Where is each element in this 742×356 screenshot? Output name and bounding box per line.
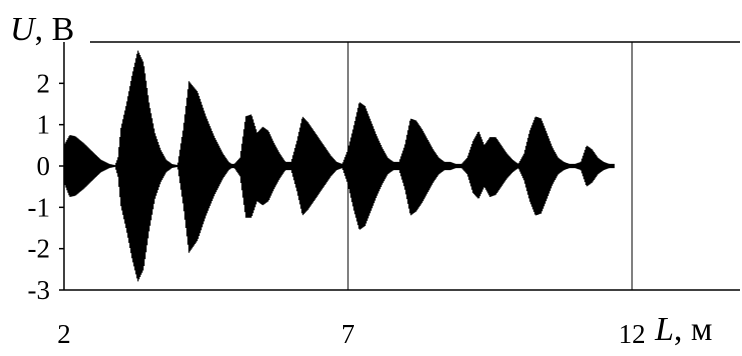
x-axis-label: L, м bbox=[654, 311, 712, 348]
y-tick-label: 0 bbox=[37, 151, 51, 181]
axes bbox=[59, 41, 740, 291]
y-tick-label: -2 bbox=[28, 234, 51, 264]
y-axis-label: U, В bbox=[10, 11, 74, 48]
x-axis-symbol: L bbox=[654, 311, 674, 348]
y-tick-label: -3 bbox=[28, 275, 51, 305]
x-tick-label: 2 bbox=[57, 319, 71, 349]
x-tick-label: 7 bbox=[341, 319, 355, 349]
x-tick-label: 12 bbox=[619, 319, 646, 349]
axis-labels: U, В L, м bbox=[10, 11, 712, 348]
tick-labels: 210-1-2-32 7 12 bbox=[28, 68, 646, 349]
y-tick-label: -1 bbox=[28, 192, 51, 222]
y-axis-symbol: U bbox=[10, 11, 37, 48]
signal-series bbox=[64, 50, 615, 282]
signal-waveform bbox=[64, 50, 615, 282]
y-tick-label: 2 bbox=[37, 68, 51, 98]
y-axis-unit: , В bbox=[35, 11, 75, 48]
x-axis-unit: , м bbox=[674, 311, 713, 348]
y-tick-label: 1 bbox=[37, 110, 51, 140]
